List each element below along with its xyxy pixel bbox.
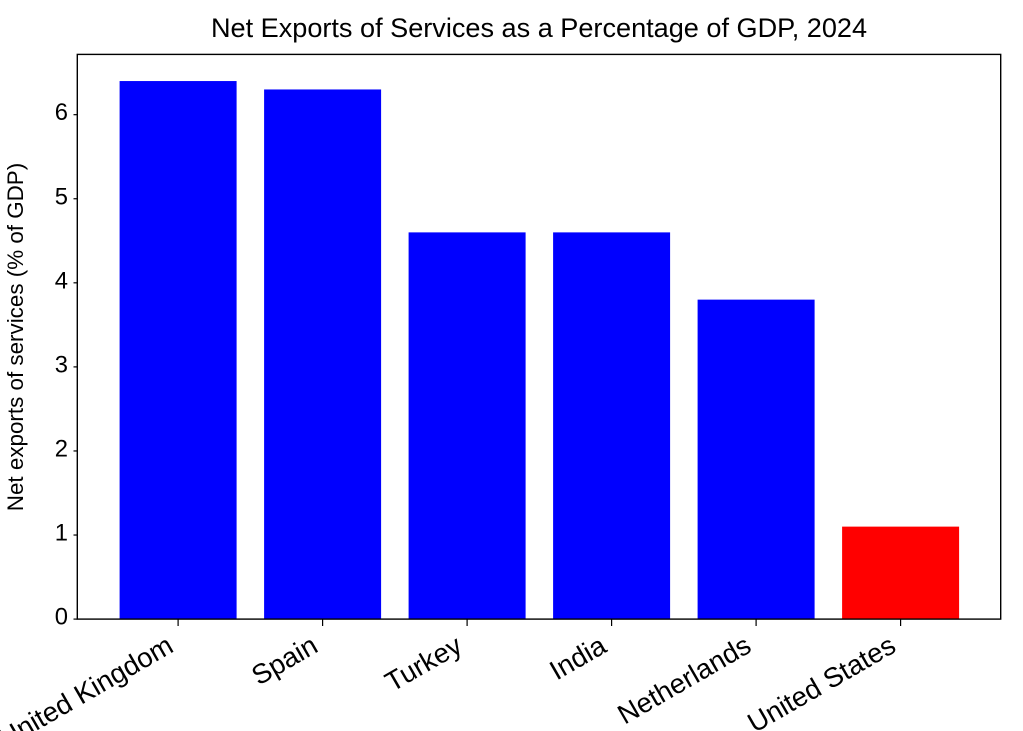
svg-text:2: 2: [55, 436, 68, 463]
svg-text:Spain: Spain: [246, 629, 322, 691]
svg-text:Net Exports of Services as a P: Net Exports of Services as a Percentage …: [211, 12, 867, 43]
svg-text:0: 0: [55, 604, 68, 631]
svg-text:5: 5: [55, 183, 68, 210]
svg-text:Netherlands: Netherlands: [612, 629, 756, 730]
svg-text:India: India: [544, 629, 612, 686]
svg-text:Turkey: Turkey: [380, 629, 468, 697]
svg-text:1: 1: [55, 520, 68, 547]
svg-text:4: 4: [55, 267, 68, 294]
svg-text:6: 6: [55, 99, 68, 126]
svg-text:Net exports of services (% of: Net exports of services (% of GDP): [3, 163, 28, 511]
svg-text:3: 3: [55, 351, 68, 378]
svg-text:United Kingdom: United Kingdom: [0, 629, 178, 731]
svg-text:United States: United States: [742, 629, 900, 731]
